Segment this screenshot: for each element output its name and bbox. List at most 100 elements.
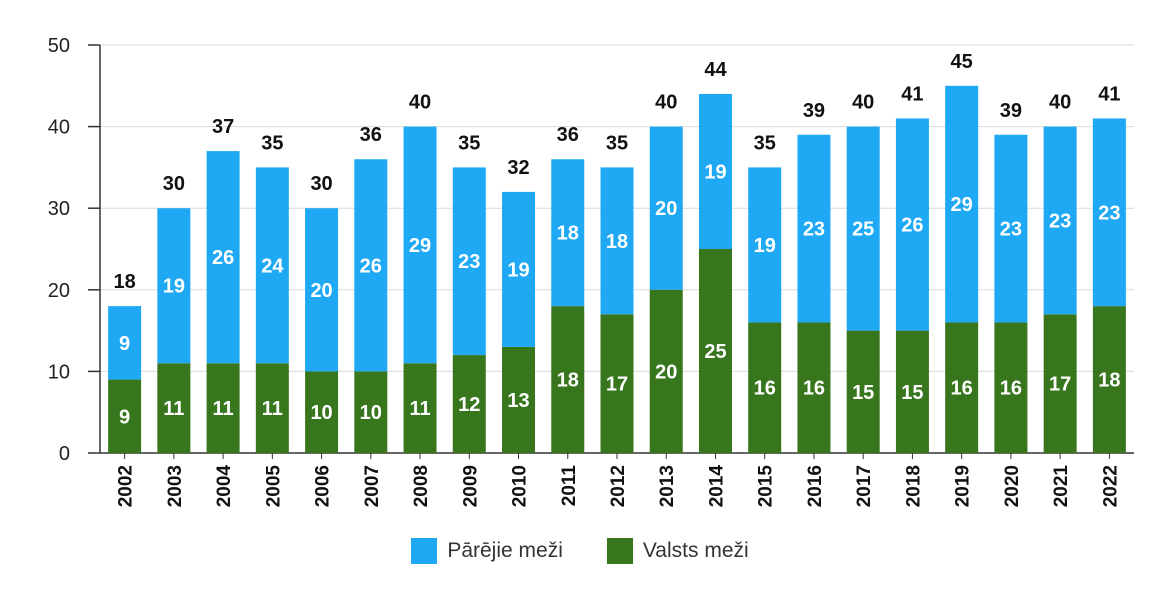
bar-segment-value-label: 9 bbox=[119, 333, 130, 355]
bar-total-label: 39 bbox=[1000, 100, 1022, 122]
bar-segment-value-label: 25 bbox=[704, 341, 726, 363]
bar-segment bbox=[698, 249, 732, 453]
bar-total-label: 35 bbox=[754, 132, 776, 154]
x-tick-label: 2005 bbox=[263, 465, 284, 508]
bar-segment-value-label: 16 bbox=[803, 378, 825, 400]
bar-segment bbox=[206, 151, 240, 364]
y-tick-label: 30 bbox=[48, 198, 70, 220]
bar-segment bbox=[452, 167, 486, 356]
x-tick-label: 2021 bbox=[1051, 465, 1072, 508]
bar-segment bbox=[994, 322, 1028, 453]
bar-segment-value-label: 15 bbox=[852, 382, 874, 404]
bar-total-label: 41 bbox=[1098, 83, 1120, 105]
y-tick-label: 0 bbox=[59, 443, 70, 465]
bar-segment bbox=[108, 306, 142, 380]
bar-segment bbox=[945, 85, 979, 323]
bar-total-label: 30 bbox=[163, 173, 185, 195]
bar-segment bbox=[1043, 314, 1077, 453]
bar-segment bbox=[255, 167, 289, 364]
x-tick-label: 2010 bbox=[510, 465, 531, 507]
bar-segment-value-label: 16 bbox=[951, 378, 973, 400]
bar-segment bbox=[600, 167, 634, 315]
bar-segment-value-label: 12 bbox=[458, 394, 480, 416]
bar-total-label: 44 bbox=[704, 59, 727, 81]
bar-segment bbox=[649, 289, 683, 453]
x-tick-label: 2018 bbox=[903, 465, 924, 507]
bar-segment-value-label: 11 bbox=[262, 398, 283, 420]
bar-segment-value-label: 19 bbox=[754, 235, 776, 257]
bar-total-label: 40 bbox=[1049, 92, 1071, 114]
bar-segment-value-label: 18 bbox=[606, 231, 628, 253]
legend-swatch-state-forests bbox=[606, 538, 633, 564]
bar-segment-value-label: 19 bbox=[507, 259, 529, 281]
bar-segment bbox=[748, 322, 782, 453]
x-tick-label: 2003 bbox=[165, 465, 186, 507]
x-tick-label: 2017 bbox=[854, 465, 875, 507]
bar-segment-value-label: 23 bbox=[1049, 210, 1071, 232]
bar-total-label: 30 bbox=[310, 173, 332, 195]
bar-total-label: 40 bbox=[655, 92, 677, 114]
bar-segment bbox=[797, 134, 831, 323]
x-tick-label: 2009 bbox=[460, 465, 481, 507]
bar-segment-value-label: 25 bbox=[852, 219, 874, 241]
bar-segment bbox=[255, 363, 289, 453]
bar-segment bbox=[846, 126, 880, 331]
bar-segment-value-label: 18 bbox=[557, 223, 579, 245]
bar-segment bbox=[403, 126, 437, 364]
bar-total-label: 36 bbox=[557, 124, 579, 146]
bar-segment-value-label: 26 bbox=[901, 215, 923, 237]
bar-segment-value-label: 16 bbox=[1000, 378, 1022, 400]
bar-segment bbox=[698, 93, 732, 250]
bar-segment bbox=[551, 306, 585, 453]
bar-segment bbox=[649, 126, 683, 290]
bar-segment bbox=[502, 346, 536, 453]
bar-segment-value-label: 10 bbox=[360, 402, 382, 424]
bar-segment bbox=[1092, 306, 1126, 453]
bar-total-label: 41 bbox=[901, 83, 923, 105]
bar-segment-value-label: 15 bbox=[901, 382, 923, 404]
y-tick-label: 10 bbox=[48, 361, 70, 383]
bar-segment bbox=[797, 322, 831, 453]
bar-segment bbox=[157, 363, 191, 453]
bar-total-label: 18 bbox=[113, 271, 135, 293]
bar-segment bbox=[846, 330, 880, 453]
bar-segment-value-label: 23 bbox=[458, 251, 480, 273]
x-tick-label: 2013 bbox=[657, 465, 678, 507]
bar-segment bbox=[895, 330, 929, 453]
bar-segment bbox=[1092, 118, 1126, 307]
bar-segment-value-label: 11 bbox=[213, 398, 234, 420]
bar-segment bbox=[551, 159, 585, 307]
bar-segment bbox=[945, 322, 979, 453]
x-tick-label: 2014 bbox=[706, 465, 727, 508]
x-tick-label: 2016 bbox=[805, 465, 826, 507]
legend: Pārējie meži Valsts meži bbox=[0, 538, 1160, 564]
bar-segment-value-label: 23 bbox=[1098, 202, 1120, 224]
x-tick-label: 2008 bbox=[411, 465, 432, 507]
legend-swatch-other-forests bbox=[411, 538, 438, 564]
bar-segment-value-label: 18 bbox=[1098, 370, 1120, 392]
bar-segment bbox=[305, 208, 339, 372]
bar-segment-value-label: 26 bbox=[212, 247, 234, 269]
bar-total-label: 45 bbox=[951, 51, 973, 73]
x-tick-label: 2011 bbox=[559, 465, 580, 507]
bar-segment-value-label: 20 bbox=[655, 198, 677, 220]
bar-segment-value-label: 18 bbox=[557, 370, 579, 392]
bar-total-label: 35 bbox=[261, 132, 283, 154]
legend-item-other-forests[interactable]: Pārējie meži bbox=[411, 538, 563, 564]
bar-segment bbox=[895, 118, 929, 331]
legend-label-other-forests: Pārējie meži bbox=[447, 539, 563, 562]
bar-total-label: 35 bbox=[458, 132, 480, 154]
bar-segment-value-label: 10 bbox=[310, 402, 332, 424]
x-tick-label: 2012 bbox=[608, 465, 629, 507]
x-tick-label: 2020 bbox=[1002, 465, 1023, 507]
bar-segment-value-label: 11 bbox=[163, 398, 184, 420]
bar-total-label: 32 bbox=[507, 157, 529, 179]
bar-segment bbox=[305, 371, 339, 453]
legend-item-state-forests[interactable]: Valsts meži bbox=[606, 538, 749, 564]
bar-segment bbox=[452, 355, 486, 453]
bar-segment-value-label: 17 bbox=[606, 374, 628, 396]
bar-segment-value-label: 9 bbox=[119, 406, 130, 428]
x-tick-label: 2007 bbox=[362, 465, 383, 507]
bar-segment-value-label: 13 bbox=[507, 390, 529, 412]
bar-segment bbox=[354, 371, 388, 453]
